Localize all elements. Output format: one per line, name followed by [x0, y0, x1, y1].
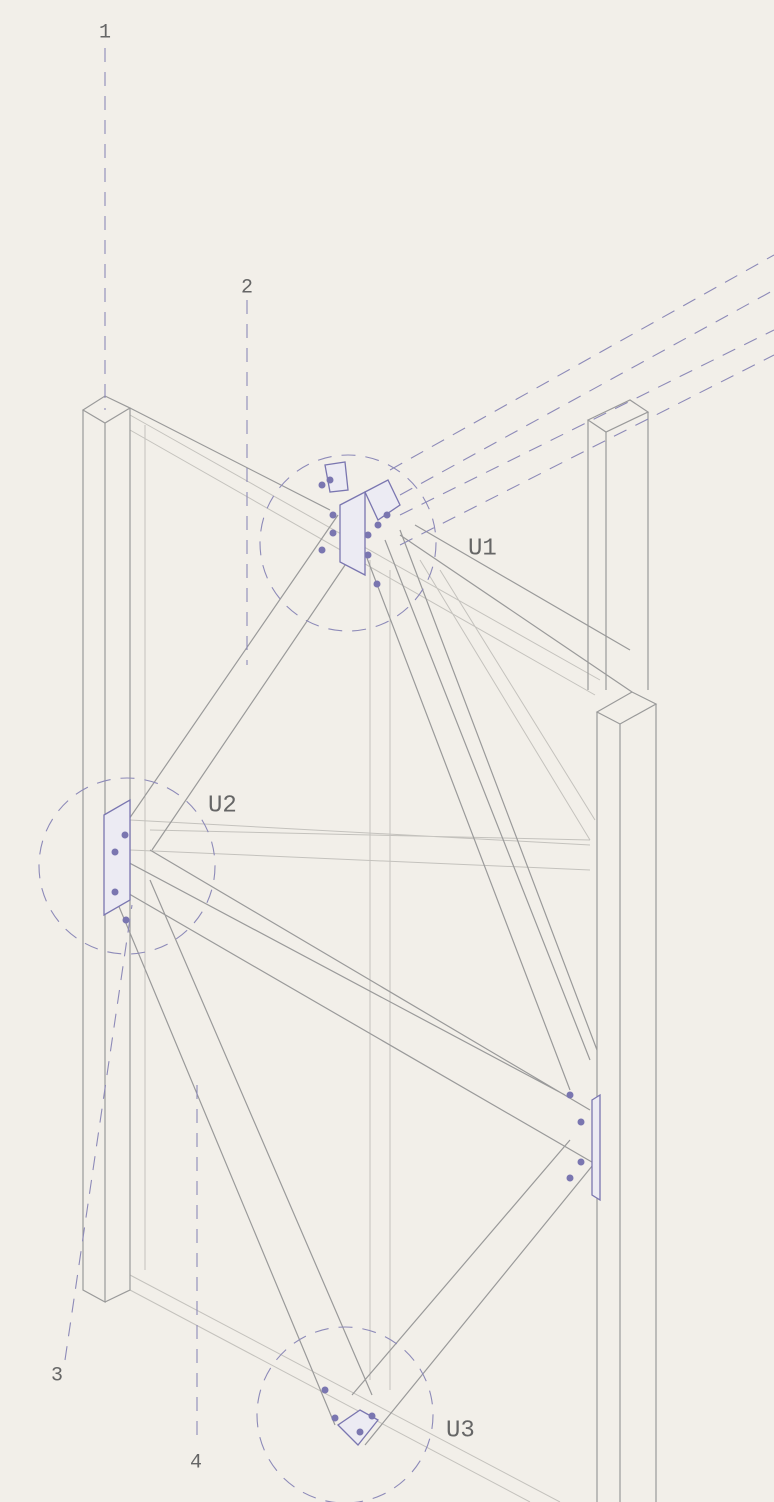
page: 1 2 3 4 U1 U2 U3 (() => { const data = J… — [0, 0, 774, 1502]
detail-label: U2 — [208, 792, 237, 819]
axis-label: 1 — [99, 21, 111, 44]
detail-label: U3 — [446, 1417, 475, 1444]
detail-label: U1 — [468, 535, 497, 562]
axis-label: 3 — [51, 1364, 63, 1387]
axis-label: 2 — [241, 276, 253, 299]
drawing: 1 2 3 4 U1 U2 U3 — [0, 0, 774, 1502]
background — [0, 0, 774, 1502]
axis-label: 4 — [190, 1451, 202, 1474]
